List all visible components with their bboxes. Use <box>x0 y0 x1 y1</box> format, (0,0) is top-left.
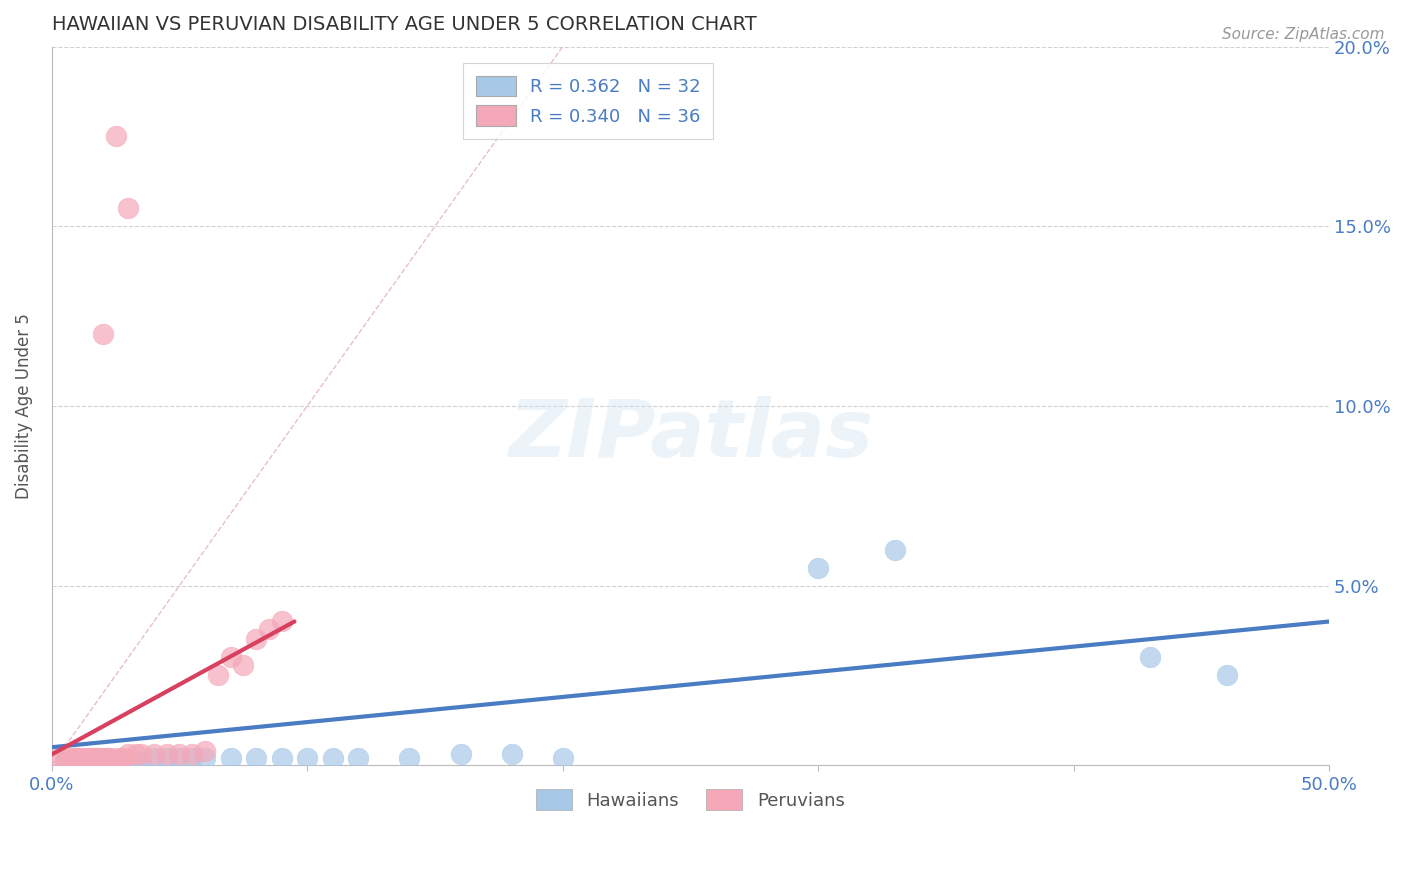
Point <box>91 755 114 769</box>
Point <box>169 751 191 765</box>
Point <box>883 542 905 557</box>
Point <box>87 751 110 765</box>
Point <box>89 751 111 765</box>
Point <box>219 650 242 665</box>
Point <box>270 615 292 629</box>
Point <box>245 751 267 765</box>
Point <box>73 751 96 765</box>
Point <box>232 657 254 672</box>
Point <box>104 751 127 765</box>
Point <box>169 747 191 762</box>
Point <box>219 751 242 765</box>
Point <box>207 668 229 682</box>
Point <box>97 751 120 765</box>
Point <box>129 747 152 762</box>
Point <box>112 751 135 765</box>
Point <box>66 751 89 765</box>
Text: Source: ZipAtlas.com: Source: ZipAtlas.com <box>1222 27 1385 42</box>
Point <box>84 751 107 765</box>
Point <box>117 755 139 769</box>
Point <box>297 751 319 765</box>
Point <box>181 751 204 765</box>
Point <box>87 755 110 769</box>
Point <box>79 751 101 765</box>
Point <box>97 751 120 765</box>
Point <box>257 622 280 636</box>
Point <box>142 747 165 762</box>
Point <box>59 751 82 765</box>
Point <box>82 751 104 765</box>
Point <box>66 751 89 765</box>
Point <box>122 755 145 769</box>
Point <box>181 747 204 762</box>
Point <box>322 751 344 765</box>
Point <box>117 747 139 762</box>
Point <box>450 747 472 762</box>
Point <box>142 751 165 765</box>
Point <box>1139 650 1161 665</box>
Point <box>104 755 127 769</box>
Point <box>194 744 217 758</box>
Point <box>97 751 120 765</box>
Point <box>245 632 267 647</box>
Point <box>91 327 114 342</box>
Point <box>551 751 574 765</box>
Point <box>156 747 179 762</box>
Text: ZIPatlas: ZIPatlas <box>508 396 873 474</box>
Point <box>112 755 135 769</box>
Point <box>347 751 370 765</box>
Point <box>110 751 132 765</box>
Point <box>156 751 179 765</box>
Point <box>501 747 523 762</box>
Point <box>91 751 114 765</box>
Point <box>398 751 420 765</box>
Point <box>104 129 127 144</box>
Point <box>129 755 152 769</box>
Point <box>125 747 148 762</box>
Point <box>1216 668 1239 682</box>
Point <box>60 755 83 769</box>
Point <box>66 755 89 769</box>
Point <box>79 755 101 769</box>
Text: HAWAIIAN VS PERUVIAN DISABILITY AGE UNDER 5 CORRELATION CHART: HAWAIIAN VS PERUVIAN DISABILITY AGE UNDE… <box>52 15 756 34</box>
Legend: Hawaiians, Peruvians: Hawaiians, Peruvians <box>529 782 852 817</box>
Point <box>53 755 76 769</box>
Point <box>48 751 70 765</box>
Point <box>270 751 292 765</box>
Point <box>807 560 830 574</box>
Point <box>72 755 94 769</box>
Point <box>63 751 86 765</box>
Point <box>194 751 217 765</box>
Y-axis label: Disability Age Under 5: Disability Age Under 5 <box>15 313 32 499</box>
Point <box>117 202 139 216</box>
Point <box>53 751 76 765</box>
Point <box>72 751 94 765</box>
